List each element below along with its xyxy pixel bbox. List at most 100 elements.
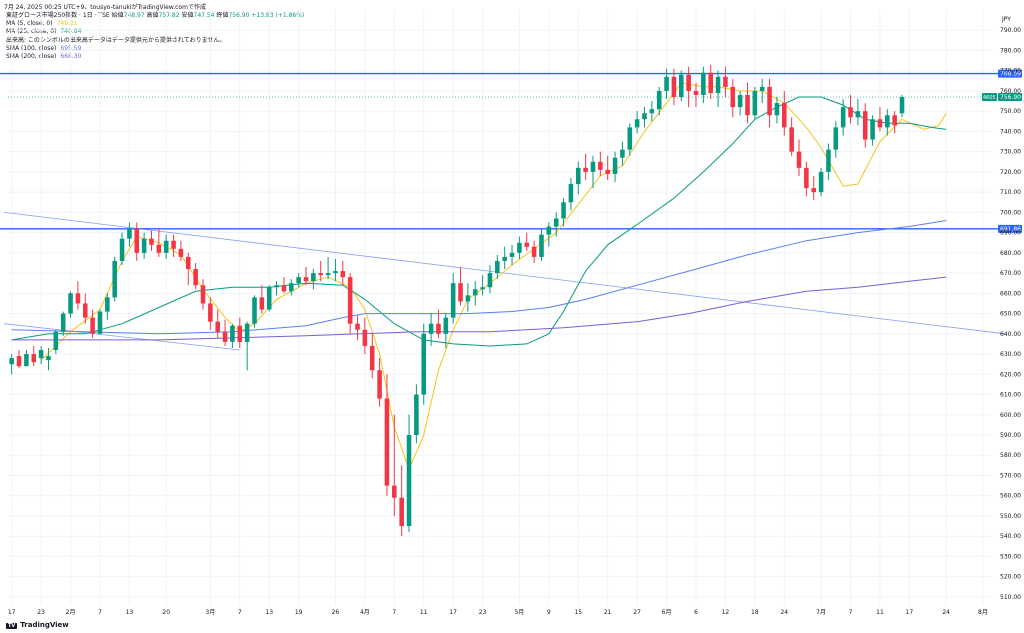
candle-body xyxy=(289,283,294,292)
candle-body xyxy=(686,74,691,91)
price-tick-label: 700.00 xyxy=(1000,209,1021,216)
candle-body xyxy=(782,103,787,128)
candle-body xyxy=(671,76,677,98)
price-tick-label: 770.00 xyxy=(1000,68,1021,75)
time-tick-label: 11 xyxy=(876,609,884,616)
candle-body xyxy=(185,256,191,270)
candle-body xyxy=(450,283,456,318)
candle-body xyxy=(759,86,765,91)
price-tick-label: 540.00 xyxy=(1000,533,1021,540)
horizontal-line-label: 691.86 xyxy=(1000,226,1021,233)
candle-body xyxy=(862,111,868,140)
candle-body xyxy=(318,273,324,276)
candle-body xyxy=(465,295,471,302)
candle-body xyxy=(9,358,14,365)
candle-body xyxy=(237,325,243,342)
legend-volume-row[interactable]: 出来高: このシンボルの出来高データはデータ提供元から提供されておりません。 xyxy=(6,37,304,45)
candle-body xyxy=(568,184,574,203)
candle-body xyxy=(68,293,73,314)
time-tick-label: 23 xyxy=(479,609,487,616)
price-tick-label: 690.00 xyxy=(1000,230,1021,237)
legend-symbol-row[interactable]: 東証グロース市場250指数 · 1日 · TSE 始値748.97 高値757.… xyxy=(6,12,304,20)
candle-body xyxy=(620,149,625,158)
candle-body xyxy=(281,285,287,292)
candle-body xyxy=(495,260,500,274)
candle-body xyxy=(723,76,728,87)
candle-body xyxy=(134,228,140,253)
time-axis: 17 23 2月 7 13 20 3月 7 13 19 26 4月 7 11 17 23 5月 9 15 21 27 6月… xyxy=(8,609,988,616)
time-tick-label: 7 xyxy=(392,609,396,616)
candle-body xyxy=(355,323,360,330)
candle-body xyxy=(627,127,633,150)
legend-ma5-row[interactable]: MA (5, close, 0) 749.21 xyxy=(6,20,304,28)
candle-body xyxy=(804,167,809,189)
time-tick-label: 7 xyxy=(98,609,102,616)
candle-body xyxy=(392,485,397,498)
last-price-label: 756.90 xyxy=(1000,94,1021,101)
moving-averages xyxy=(11,82,947,471)
legend-high-label: 高値 xyxy=(146,12,159,19)
price-tick-label: 570.00 xyxy=(1000,472,1021,479)
candle-body xyxy=(303,277,309,282)
candle-body xyxy=(752,90,758,116)
time-tick-label: 17 xyxy=(906,609,914,616)
candle-body xyxy=(649,109,655,114)
candle-body xyxy=(546,226,552,235)
candle-body xyxy=(472,289,478,296)
candle-body xyxy=(774,103,780,116)
price-tick-label: 590.00 xyxy=(1000,432,1021,439)
price-tick-label: 710.00 xyxy=(1000,189,1021,196)
candle-body xyxy=(642,113,647,120)
candle-body xyxy=(141,238,147,253)
candle-body xyxy=(855,111,861,118)
candle-body xyxy=(811,188,817,193)
candle-body xyxy=(767,86,772,116)
time-tick-label: 17 xyxy=(8,609,16,616)
price-tick-label: 640.00 xyxy=(1000,331,1021,338)
candle-body xyxy=(826,149,831,172)
legend-close: 756.90 xyxy=(228,12,250,19)
candle-body xyxy=(215,321,220,332)
legend-high: 757.82 xyxy=(158,12,180,19)
price-tick-label: 610.00 xyxy=(1000,392,1021,399)
candle-body xyxy=(112,260,117,298)
legend-symbol: 東証グロース市場250指数 · 1日 · TSE xyxy=(6,12,110,19)
candle-body xyxy=(200,285,206,304)
candle-body xyxy=(105,297,110,312)
candle-body xyxy=(163,240,169,253)
time-tick-label: 12 xyxy=(722,609,730,616)
legend-volume-label: 出来高: このシンボルの出来高データはデータ提供元から提供されておりません。 xyxy=(6,36,226,44)
ma-line xyxy=(40,82,947,471)
candle-body xyxy=(899,97,905,114)
candle-body xyxy=(75,293,81,304)
legend-sma200-label: SMA (200, close) xyxy=(6,53,57,61)
candle-body xyxy=(487,273,493,288)
legend-ma25-label: MA (25, close, 0) xyxy=(6,28,57,36)
candle-body xyxy=(171,240,176,249)
candle-body xyxy=(701,72,706,95)
candle-body xyxy=(428,323,434,334)
tradingview-logo[interactable]: TV TradingView xyxy=(6,621,69,629)
price-tick-label: 680.00 xyxy=(1000,250,1021,257)
chart-legend: 東証グロース市場250指数 · 1日 · TSE 始値748.97 高値757.… xyxy=(6,12,304,61)
price-tick-label: 560.00 xyxy=(1000,493,1021,500)
price-tick-label: 760.00 xyxy=(1000,88,1021,95)
legend-change: +13.83 (+1.86%) xyxy=(251,12,305,19)
time-tick-label: 21 xyxy=(604,609,612,616)
candle-body xyxy=(38,350,44,359)
candle-body xyxy=(575,167,581,185)
candle-body xyxy=(553,218,559,227)
price-tick-label: 550.00 xyxy=(1000,513,1021,520)
candle-body xyxy=(406,435,412,527)
candle-body xyxy=(230,325,235,342)
legend-sma100-label: SMA (100, close) xyxy=(6,44,57,52)
time-tick-label: 27 xyxy=(633,609,641,616)
time-tick-label: 3月 xyxy=(205,609,215,616)
price-tick-label: 600.00 xyxy=(1000,412,1021,419)
candle-body xyxy=(384,398,390,486)
price-tick-label: 530.00 xyxy=(1000,553,1021,560)
candle-body xyxy=(178,248,184,257)
candle-body xyxy=(53,331,59,350)
candle-body xyxy=(90,317,95,334)
